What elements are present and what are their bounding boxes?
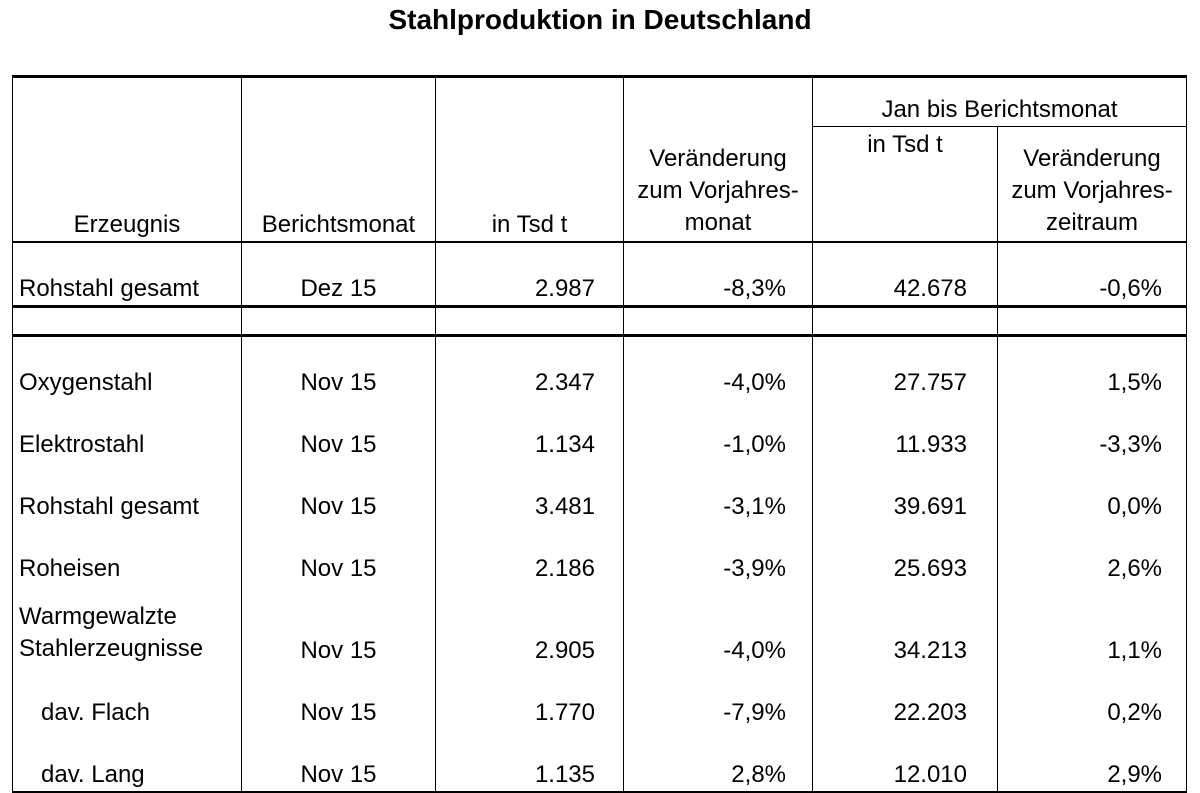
cell-change-ytd: 2,9% [996, 729, 1188, 793]
cell-change-month: -1,0% [623, 399, 813, 461]
cell-change-ytd: 1,1% [996, 585, 1188, 667]
cell-change-ytd: -3,3% [996, 399, 1188, 461]
cell-ytd-value: 39.691 [812, 461, 998, 523]
table-row: Elektrostahl Nov 15 1.134 -1,0% 11.933 -… [12, 399, 1188, 461]
cell-month: Dez 15 [241, 242, 436, 308]
cell-ytd-value: 12.010 [812, 729, 998, 793]
cell-change-ytd: 1,5% [996, 335, 1188, 399]
cell-change-ytd: 0,0% [996, 461, 1188, 523]
table-row: Roheisen Nov 15 2.186 -3,9% 25.693 2,6% [12, 523, 1188, 585]
cell-value: 2.905 [435, 585, 624, 667]
cell-month: Nov 15 [241, 399, 436, 461]
header-change-ytd-line3: zeitraum [1045, 209, 1139, 236]
detail-section: Oxygenstahl Nov 15 2.347 -4,0% 27.757 1,… [12, 335, 1188, 793]
header-change-month: Veränderung zum Vorjahres- monat [623, 75, 813, 243]
header-ytd-value: in Tsd t [812, 126, 998, 243]
header-change-ytd: Veränderung zum Vorjahres- zeitraum [996, 126, 1188, 243]
header-value: in Tsd t [435, 75, 624, 243]
cell-product: Elektrostahl [12, 399, 242, 461]
cell-product: Oxygenstahl [12, 335, 242, 399]
cell-product: Rohstahl gesamt [12, 242, 242, 308]
cell-month: Nov 15 [241, 729, 436, 793]
cell-month: Nov 15 [241, 585, 436, 667]
cell-month: Nov 15 [241, 335, 436, 399]
cell-product: dav. Lang [12, 729, 242, 793]
table-row: dav. Flach Nov 15 1.770 -7,9% 22.203 0,2… [12, 667, 1188, 729]
table-row: dav. Lang Nov 15 1.135 2,8% 12.010 2,9% [12, 729, 1188, 793]
header-change-ytd-line1: Veränderung [1023, 145, 1161, 172]
cell-value: 1.770 [435, 667, 624, 729]
cell-value: 3.481 [435, 461, 624, 523]
cell-product: Rohstahl gesamt [12, 461, 242, 523]
cell-change-month: -4,0% [623, 585, 813, 667]
cell-change-month: 2,8% [623, 729, 813, 793]
header-report-month: Berichtsmonat [241, 75, 436, 243]
table-spacer-row [12, 306, 1188, 337]
header-product: Erzeugnis [12, 75, 242, 243]
cell-product-line2: Stahlerzeugnisse [19, 635, 204, 662]
header-change-ytd-line2: zum Vorjahres- [1011, 177, 1173, 204]
cell-product-line1: Warmgewalzte [19, 603, 177, 630]
cell-value: 2.987 [435, 242, 624, 308]
table-header: Erzeugnis Berichtsmonat in Tsd t Verände… [12, 75, 1188, 243]
cell-month: Nov 15 [241, 523, 436, 585]
header-change-month-line1: Veränderung [649, 145, 787, 172]
cell-value: 2.186 [435, 523, 624, 585]
table-row: Warmgewalzte Stahlerzeugnisse Nov 15 2.9… [12, 585, 1188, 667]
cell-month: Nov 15 [241, 667, 436, 729]
cell-ytd-value: 34.213 [812, 585, 998, 667]
header-change-month-line3: monat [684, 209, 752, 236]
cell-change-month: -3,1% [623, 461, 813, 523]
cell-ytd-value: 42.678 [812, 242, 998, 308]
page-title: Stahlproduktion in Deutschland [388, 4, 812, 35]
cell-product: Roheisen [12, 523, 242, 585]
summary-section: Rohstahl gesamt Dez 15 2.987 -8,3% 42.67… [12, 242, 1188, 337]
cell-month: Nov 15 [241, 461, 436, 523]
cell-ytd-value: 27.757 [812, 335, 998, 399]
header-ytd-group: Jan bis Berichtsmonat [811, 75, 1188, 127]
table-row: Oxygenstahl Nov 15 2.347 -4,0% 27.757 1,… [12, 335, 1188, 399]
cell-change-ytd: 0,2% [996, 667, 1188, 729]
cell-change-ytd: -0,6% [996, 242, 1188, 308]
cell-product: Warmgewalzte Stahlerzeugnisse [12, 585, 242, 667]
cell-value: 2.347 [435, 335, 624, 399]
cell-ytd-value: 11.933 [812, 399, 998, 461]
table-row-summary: Rohstahl gesamt Dez 15 2.987 -8,3% 42.67… [12, 242, 1188, 308]
header-change-month-line2: zum Vorjahres- [637, 177, 799, 204]
cell-change-month: -8,3% [623, 242, 813, 308]
steel-production-table: Erzeugnis Berichtsmonat in Tsd t Verände… [12, 75, 1188, 793]
cell-value: 1.134 [435, 399, 624, 461]
table-row: Rohstahl gesamt Nov 15 3.481 -3,1% 39.69… [12, 461, 1188, 523]
cell-change-month: -4,0% [623, 335, 813, 399]
cell-ytd-value: 22.203 [812, 667, 998, 729]
cell-change-month: -7,9% [623, 667, 813, 729]
cell-ytd-value: 25.693 [812, 523, 998, 585]
cell-product: dav. Flach [12, 667, 242, 729]
cell-change-ytd: 2,6% [996, 523, 1188, 585]
cell-value: 1.135 [435, 729, 624, 793]
cell-change-month: -3,9% [623, 523, 813, 585]
